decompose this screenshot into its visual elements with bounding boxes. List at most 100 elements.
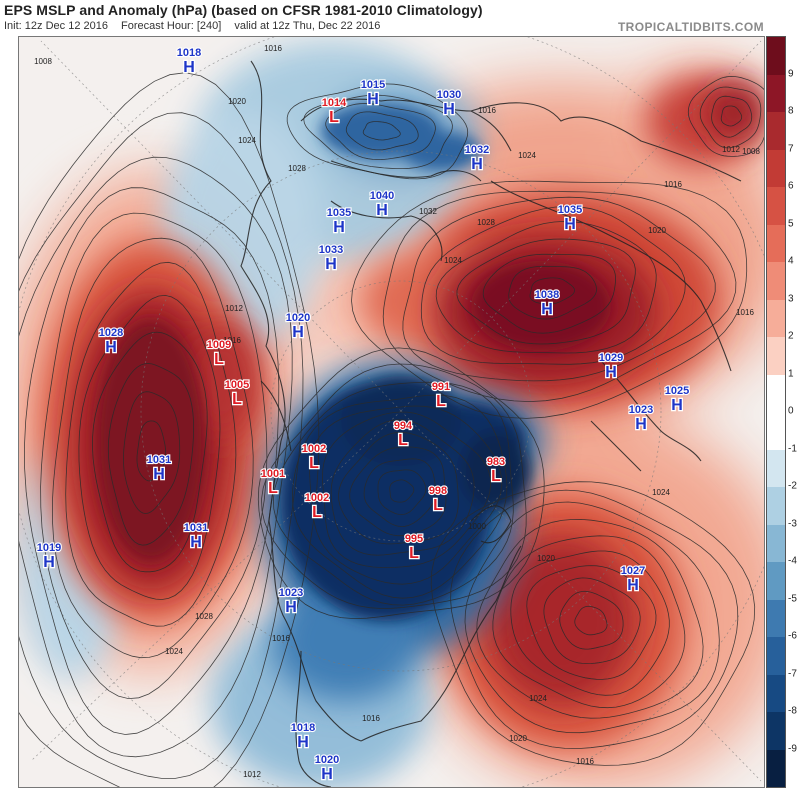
isobar-line xyxy=(136,420,166,482)
colorbar-segment xyxy=(767,224,785,262)
colorbar-segment xyxy=(767,599,785,637)
high-pressure-value: 1029 xyxy=(599,352,623,364)
colorbar-segment xyxy=(767,712,785,750)
high-pressure-marker: H xyxy=(325,256,337,273)
low-pressure-marker: L xyxy=(268,480,278,497)
colorbar-tick-label: -5 xyxy=(788,593,797,604)
low-pressure-marker: L xyxy=(309,455,319,472)
high-pressure-value: 1035 xyxy=(558,204,582,216)
isobar-label: 1016 xyxy=(223,336,241,345)
isobar-label: 1032 xyxy=(419,207,437,216)
isobar-line xyxy=(351,180,748,419)
isobar-line xyxy=(19,72,320,787)
colorbar-tick-label: 5 xyxy=(788,218,794,229)
isobar-label: 1016 xyxy=(736,308,754,317)
colorbar-tick-label: -2 xyxy=(788,480,797,492)
low-pressure-marker: L xyxy=(436,393,446,410)
isobar-label: 1016 xyxy=(576,757,594,766)
low-pressure-value: 1005 xyxy=(225,379,249,391)
map-header: EPS MSLP and Anomaly (hPa) (based on CFS… xyxy=(4,2,804,36)
isobar-line xyxy=(122,391,181,514)
low-pressure-value: 983 xyxy=(487,456,505,468)
high-pressure-marker: H xyxy=(471,156,483,173)
colorbar-segment xyxy=(767,112,785,150)
high-pressure-marker: H xyxy=(190,534,202,551)
high-pressure-marker: H xyxy=(183,59,195,76)
isobar-line xyxy=(699,86,762,149)
colorbar-segment xyxy=(767,524,785,562)
isobar-line xyxy=(510,550,670,696)
isobar-line xyxy=(92,331,208,573)
high-pressure-value: 1030 xyxy=(437,89,461,101)
high-pressure-value: 1027 xyxy=(621,565,645,577)
colorbar-tick-label: 3 xyxy=(788,293,794,304)
low-pressure-value: 1009 xyxy=(207,339,231,351)
high-pressure-marker: H xyxy=(564,216,576,233)
isobar-line xyxy=(303,94,453,169)
colorbar-tick-label: -4 xyxy=(788,555,797,567)
colorbar-segment xyxy=(767,412,785,450)
isobar-line xyxy=(435,220,657,354)
isobar-label: 1028 xyxy=(195,612,213,621)
low-pressure-value: 994 xyxy=(394,420,413,432)
colorbar-segment xyxy=(767,262,785,300)
high-pressure-value: 1035 xyxy=(327,207,351,219)
colorbar-ticks: 9 8 7 6 5 4 3 2 1 0 -1 -2 -3 -4 -5 -6 -7 -8 -9 xyxy=(786,36,808,786)
colorbar-tick-label: 2 xyxy=(788,330,794,342)
isobar-label: 1012 xyxy=(243,770,261,779)
isobar-label: 1008 xyxy=(742,147,760,156)
isobar-line xyxy=(52,237,254,659)
isobar-label: 1016 xyxy=(478,106,496,115)
high-pressure-marker: H xyxy=(43,554,55,571)
high-pressure-value: 1020 xyxy=(286,312,310,324)
brand-watermark: TROPICALTIDBITS.COM xyxy=(617,20,764,34)
isobar-line xyxy=(107,363,195,546)
isobar-label: 1024 xyxy=(238,136,256,145)
high-pressure-value: 1040 xyxy=(370,190,394,202)
colorbar-tick-label: 4 xyxy=(788,255,794,267)
low-pressure-value: 1002 xyxy=(302,443,326,455)
colorbar-segment xyxy=(767,562,785,600)
isobar-line xyxy=(377,469,427,516)
colorbar-segment xyxy=(767,37,785,75)
isobar-line xyxy=(456,238,636,345)
isobar-label: 1024 xyxy=(652,488,670,497)
isobar-line xyxy=(24,187,280,735)
isobar-label: 1020 xyxy=(537,554,555,563)
isobar-line xyxy=(529,277,575,305)
anomaly-colorbar xyxy=(766,36,786,788)
colorbar-tick-label: 7 xyxy=(788,143,794,154)
isobar-line xyxy=(65,261,237,627)
low-pressure-value: 991 xyxy=(432,381,450,393)
isobar-line xyxy=(349,446,447,537)
isobar-label: 1020 xyxy=(228,97,246,106)
high-pressure-value: 1032 xyxy=(465,144,489,156)
colorbar-tick-label: 8 xyxy=(788,105,794,117)
high-pressure-value: 1031 xyxy=(184,522,208,534)
high-pressure-value: 1023 xyxy=(629,404,653,416)
high-pressure-value: 1018 xyxy=(177,47,201,59)
isobar-label: 1008 xyxy=(34,57,52,66)
isobar-label: 1020 xyxy=(509,734,527,743)
low-pressure-marker: L xyxy=(214,351,224,368)
colorbar-tick-label: 0 xyxy=(788,405,794,417)
colorbar-segment xyxy=(767,337,785,375)
high-pressure-marker: H xyxy=(285,599,297,616)
colorbar-segment xyxy=(767,149,785,187)
colorbar-tick-label: -1 xyxy=(788,443,797,454)
isobar-line xyxy=(19,156,293,758)
isobar-line xyxy=(687,75,764,157)
isobar-line xyxy=(543,577,641,665)
isobar-line xyxy=(450,489,739,750)
high-pressure-value: 1023 xyxy=(279,587,303,599)
isobar-line xyxy=(382,190,737,403)
high-pressure-value: 1020 xyxy=(315,754,339,766)
run-info: Init: 12z Dec 12 2016 Forecast Hour: [24… xyxy=(4,20,390,32)
isobar-line xyxy=(363,458,437,527)
isobar-label: 1000 xyxy=(468,522,486,531)
low-pressure-marker: L xyxy=(398,432,408,449)
isobar-label: 1024 xyxy=(529,694,547,703)
isobar-label: 1024 xyxy=(518,151,536,160)
high-pressure-value: 1015 xyxy=(361,79,385,91)
